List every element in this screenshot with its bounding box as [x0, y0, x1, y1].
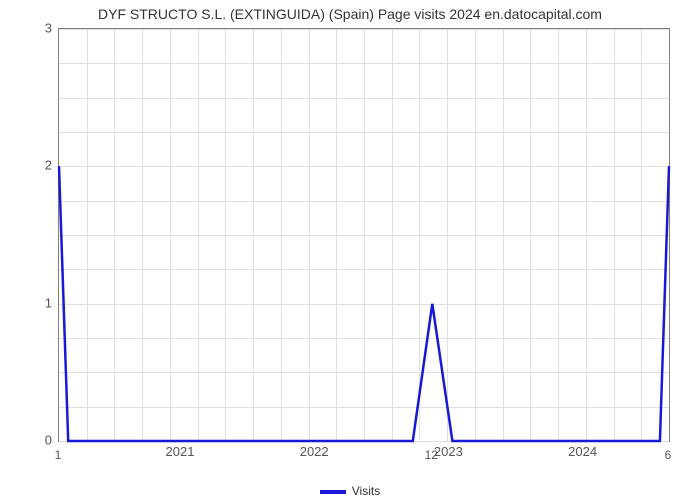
- legend-label: Visits: [352, 484, 380, 498]
- y-tick-label: 0: [12, 433, 52, 448]
- y-tick-label: 2: [12, 158, 52, 173]
- chart-title: DYF STRUCTO S.L. (EXTINGUIDA) (Spain) Pa…: [0, 6, 700, 22]
- chart-line: [59, 29, 669, 441]
- legend: Visits: [0, 484, 700, 498]
- x-tick-label: 2022: [300, 444, 329, 459]
- plot-area: [58, 28, 670, 442]
- x-tick-label: 2023: [434, 444, 463, 459]
- x-tick-label: 2024: [568, 444, 597, 459]
- y-tick-label: 1: [12, 295, 52, 310]
- data-label: 1: [55, 448, 62, 462]
- x-tick-label: 2021: [166, 444, 195, 459]
- legend-swatch: [320, 490, 346, 494]
- visits-chart: DYF STRUCTO S.L. (EXTINGUIDA) (Spain) Pa…: [0, 0, 700, 500]
- data-label: 12: [425, 448, 438, 462]
- data-label: 6: [665, 448, 672, 462]
- y-tick-label: 3: [12, 21, 52, 36]
